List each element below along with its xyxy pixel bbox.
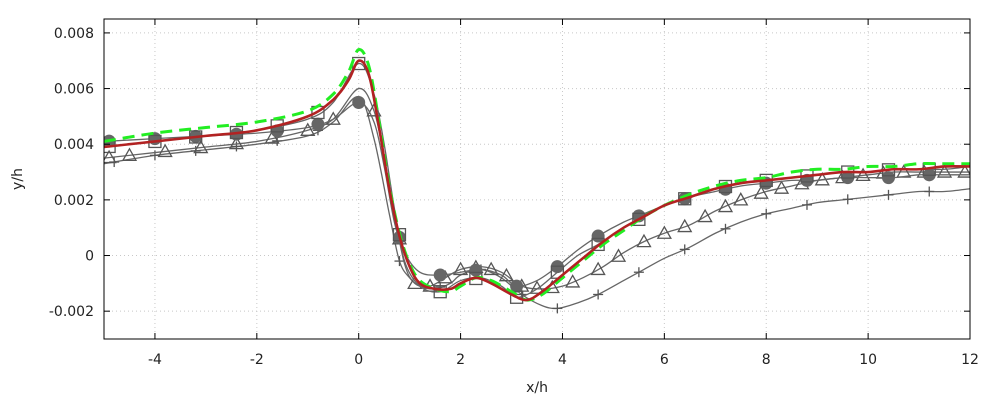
series-6-line <box>104 59 970 302</box>
triangle-marker <box>610 248 627 262</box>
plus-marker <box>679 244 690 255</box>
triangle-marker <box>697 208 713 223</box>
triangle-marker <box>104 149 117 164</box>
plus-marker <box>720 223 731 234</box>
x-axis-label: x/h <box>526 380 548 396</box>
triangle-marker <box>498 267 515 282</box>
series-layer <box>104 48 970 314</box>
plus-marker <box>552 303 563 314</box>
triangle-marker <box>264 130 280 144</box>
circle-marker <box>433 268 447 282</box>
y-tick-label: 0.002 <box>54 193 94 209</box>
series-4 <box>104 56 970 304</box>
plus-marker <box>842 194 853 205</box>
plus-marker <box>231 141 242 152</box>
circle-marker <box>469 263 483 277</box>
plus-marker <box>761 208 772 219</box>
x-tick-label: 10 <box>859 352 877 368</box>
circle-marker <box>881 171 895 185</box>
triangle-marker <box>565 274 581 288</box>
x-tick-label: 6 <box>660 352 669 368</box>
plot-frame <box>103 18 971 340</box>
triangle-marker <box>228 135 245 150</box>
y-tick-label: -0.002 <box>49 304 94 320</box>
triangle-marker <box>677 218 693 233</box>
series-6 <box>104 59 970 302</box>
y-tick-label: 0 <box>85 249 94 265</box>
x-tick-label: 4 <box>558 352 567 368</box>
circle-marker <box>510 279 524 293</box>
plus-marker <box>801 199 812 210</box>
plus-marker <box>924 186 935 197</box>
series-2-line <box>104 87 970 290</box>
triangle-marker <box>636 233 652 248</box>
triangle-marker <box>193 139 209 154</box>
x-tick-label: -2 <box>250 352 264 368</box>
square-marker <box>678 192 692 206</box>
triangle-marker <box>753 185 769 199</box>
triangle-marker <box>773 180 790 194</box>
triangle-marker <box>157 143 173 158</box>
x-tick-label: 12 <box>961 352 979 368</box>
circle-marker <box>591 229 605 243</box>
triangle-marker <box>590 261 606 276</box>
triangle-marker <box>656 225 672 239</box>
circle-marker <box>311 117 325 131</box>
y-axis-label: y/h <box>10 168 26 190</box>
triangle-marker <box>121 147 138 161</box>
triangle-marker <box>855 167 871 182</box>
x-tick-label: 8 <box>762 352 771 368</box>
square-marker <box>509 290 524 304</box>
x-tick-label: -4 <box>148 352 162 368</box>
triangle-marker <box>300 122 316 136</box>
grid <box>104 19 970 339</box>
series-3 <box>104 95 970 293</box>
series-4-line <box>104 62 970 298</box>
triangle-marker <box>957 164 970 178</box>
plus-marker <box>593 289 604 300</box>
triangle-marker <box>325 111 341 125</box>
x-tick-label: 2 <box>456 352 465 368</box>
circle-marker <box>352 95 366 109</box>
y-tick-label: 0.008 <box>54 26 94 42</box>
plus-marker <box>394 256 405 267</box>
axis-ticks: -4 -2 0 2 4 6 8 10 12 -0.002 0 0.002 0.004 0.006 0.008 <box>49 19 979 368</box>
triangle-marker <box>936 164 953 178</box>
y-tick-label: 0.006 <box>54 82 94 98</box>
x-tick-label: 0 <box>354 352 363 368</box>
square-marker <box>632 212 646 226</box>
plus-marker <box>883 189 894 200</box>
triangle-marker <box>717 198 734 213</box>
triangle-marker <box>452 261 469 276</box>
triangle-marker <box>733 192 749 206</box>
y-tick-label: 0.004 <box>54 137 94 153</box>
triangle-marker <box>483 261 499 276</box>
plus-marker <box>633 267 644 278</box>
series-2 <box>104 87 970 294</box>
